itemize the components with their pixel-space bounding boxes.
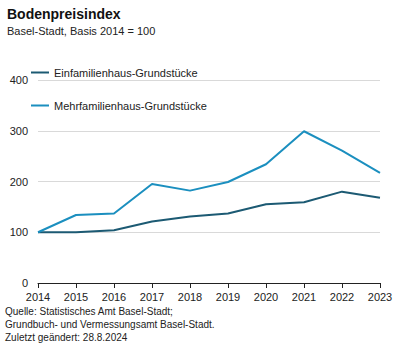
svg-text:2021: 2021 [292,291,316,303]
svg-text:2019: 2019 [216,291,240,303]
svg-text:Grundbuch- und Vermessungsamt: Grundbuch- und Vermessungsamt Basel-Stad… [5,319,215,330]
svg-text:Mehrfamilienhaus-Grundstücke: Mehrfamilienhaus-Grundstücke [54,100,207,112]
svg-text:2014: 2014 [26,291,50,303]
svg-text:0: 0 [22,277,28,289]
svg-text:2020: 2020 [254,291,278,303]
svg-text:300: 300 [10,125,28,137]
svg-text:2016: 2016 [102,291,126,303]
svg-text:Einfamilienhaus-Grundstücke: Einfamilienhaus-Grundstücke [54,67,198,79]
svg-text:2023: 2023 [368,291,392,303]
svg-text:Zuletzt geändert: 28.8.2024: Zuletzt geändert: 28.8.2024 [5,332,128,343]
svg-text:2015: 2015 [64,291,88,303]
svg-text:100: 100 [10,226,28,238]
svg-text:Bodenpreisindex: Bodenpreisindex [7,6,121,22]
svg-text:2022: 2022 [330,291,354,303]
svg-text:Basel-Stadt, Basis 2014 = 100: Basel-Stadt, Basis 2014 = 100 [7,25,155,37]
svg-text:Quelle: Statistisches Amt Base: Quelle: Statistisches Amt Basel-Stadt; [5,306,173,317]
svg-text:200: 200 [10,176,28,188]
svg-text:2017: 2017 [140,291,164,303]
svg-text:400: 400 [10,74,28,86]
svg-text:2018: 2018 [178,291,202,303]
